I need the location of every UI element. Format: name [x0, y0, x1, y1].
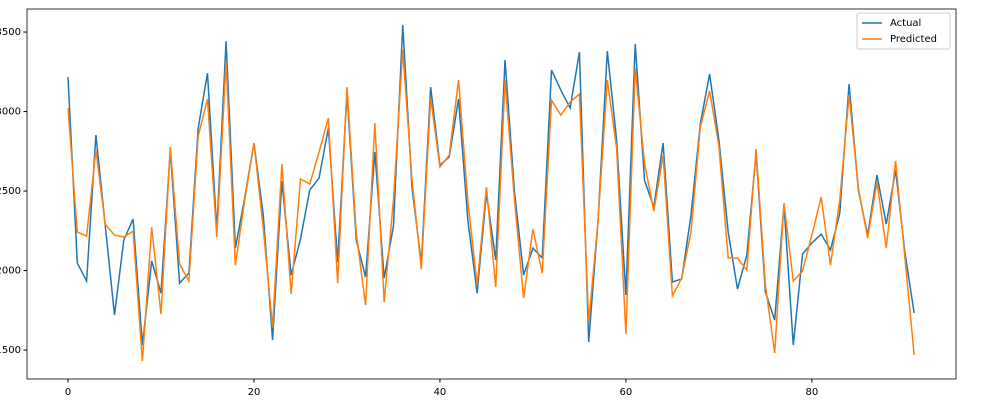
plot-area	[27, 9, 956, 379]
x-tick-label: 40	[434, 387, 447, 398]
legend-label: Predicted	[890, 34, 937, 45]
y-tick-label: 2000	[0, 266, 21, 277]
plot-frame	[26, 8, 957, 380]
y-tick-label: 1500	[0, 345, 21, 356]
x-tick-label: 60	[620, 387, 633, 398]
x-tick-label: 0	[65, 387, 71, 398]
x-tick-label: 80	[806, 387, 819, 398]
series-line	[67, 49, 915, 362]
legend-box	[856, 12, 951, 50]
x-tick-label: 20	[248, 387, 261, 398]
y-tick-label: 2500	[0, 186, 21, 197]
legend-label: Actual	[890, 18, 921, 29]
y-tick-label: 3500	[0, 27, 21, 38]
series-line	[67, 25, 915, 346]
y-tick-label: 3000	[0, 107, 21, 118]
legend: Actual Predicted	[856, 12, 951, 50]
